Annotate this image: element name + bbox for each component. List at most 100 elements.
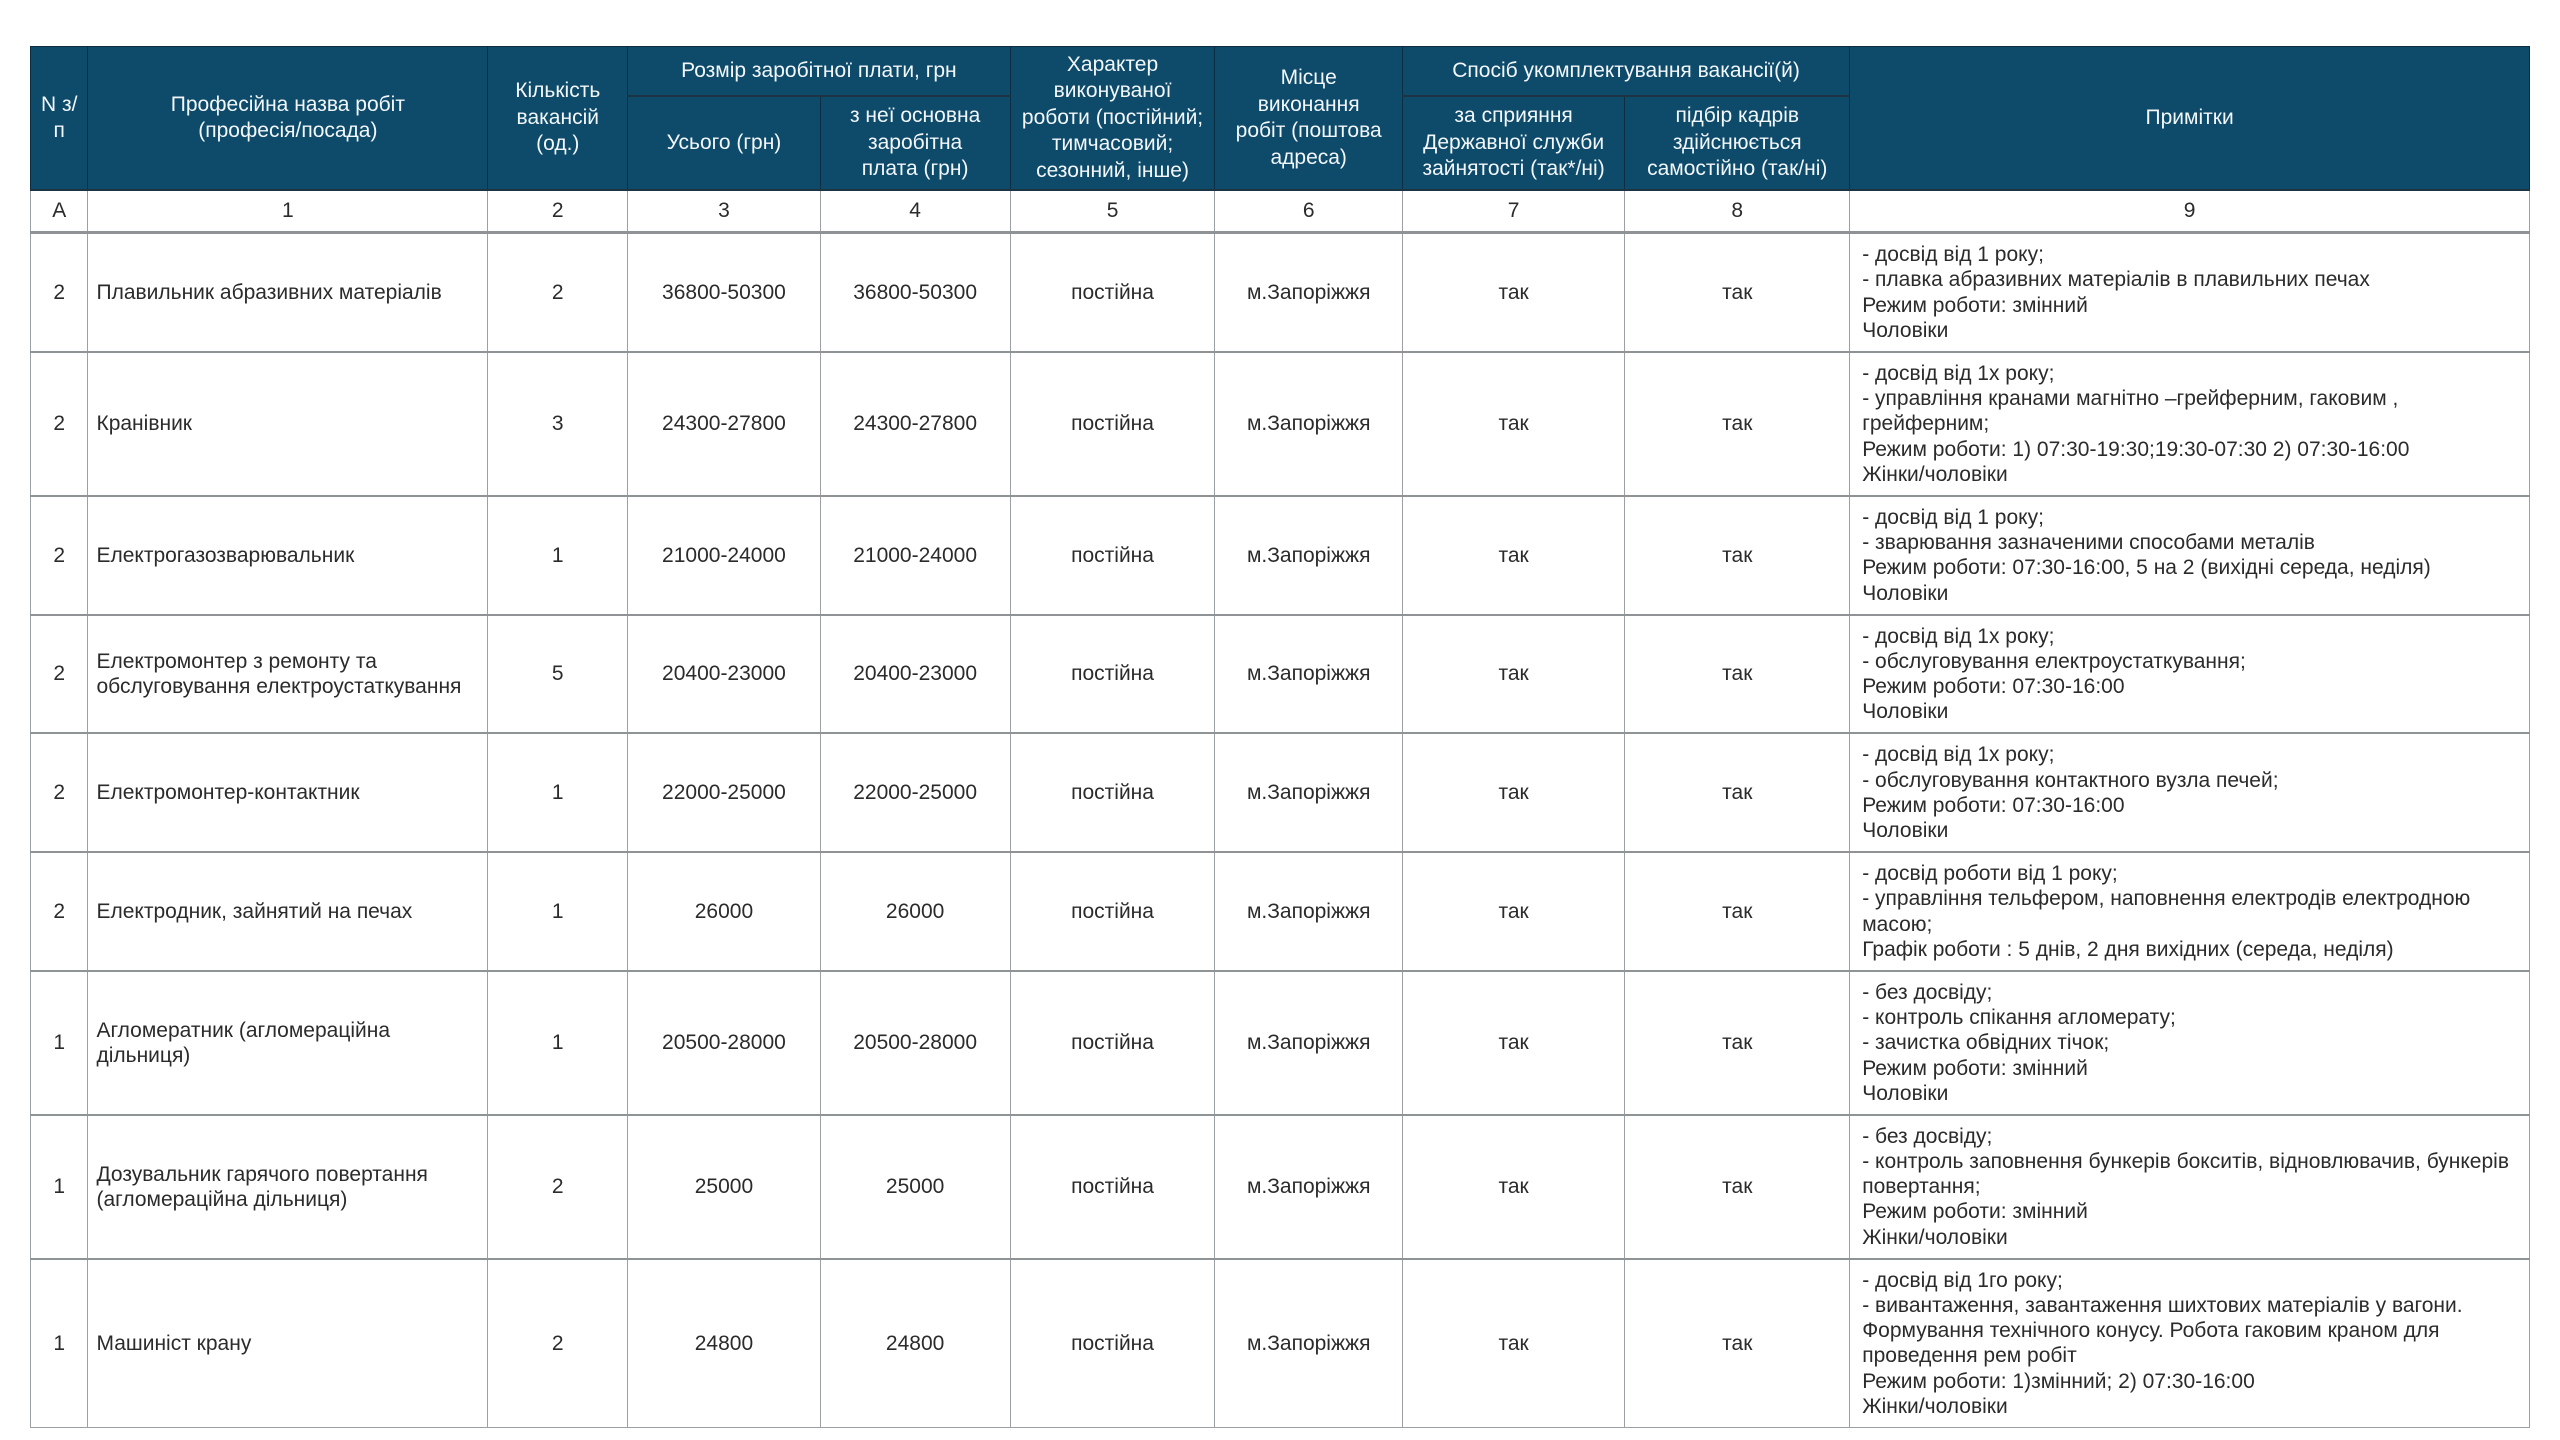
cell-location: м.Запоріжжя: [1214, 494, 1403, 616]
cell-work-type: постійна: [1009, 351, 1216, 497]
cell-work-type: постійна: [1009, 613, 1216, 734]
cell-salary-total: 36800-50300: [627, 231, 821, 353]
cell-vacancies: 1: [487, 494, 629, 616]
cell-self-staffing: так: [1624, 494, 1851, 616]
cell-work-type: постійна: [1009, 1257, 1216, 1428]
cell-salary-total: 25000: [627, 1113, 821, 1260]
cell-location: м.Запоріжжя: [1214, 969, 1403, 1116]
index-cell: А: [29, 189, 89, 235]
cell-salary-total: 22000-25000: [627, 732, 821, 853]
cell-salary-total: 20500-28000: [627, 969, 821, 1116]
cell-notes: - досвід роботи від 1 року; - управління…: [1849, 851, 2530, 972]
cell-work-type: постійна: [1009, 732, 1216, 853]
header-staffing-group: Спосіб укомплектування вакансії(й): [1401, 46, 1851, 97]
cell-work-type: постійна: [1009, 1113, 1216, 1260]
header-notes: Примітки: [1849, 46, 2530, 192]
cell-notes: - досвід від 1х року; - управління крана…: [1849, 351, 2530, 497]
cell-location: м.Запоріжжя: [1214, 231, 1403, 353]
cell-via-service: так: [1401, 351, 1626, 497]
cell-salary-total: 20400-23000: [627, 613, 821, 734]
cell-work-type: постійна: [1009, 969, 1216, 1116]
cell-vacancies: 2: [487, 231, 629, 353]
cell-n: 2: [29, 732, 89, 853]
table-row: 1 Машиніст крану 2 24800 24800 постійна …: [29, 1257, 2530, 1428]
cell-notes: - досвід від 1 року; - плавка абразивних…: [1849, 231, 2530, 353]
cell-n: 2: [29, 494, 89, 616]
header-row-group: N з/п Професійна назва робіт (професія/п…: [29, 46, 2530, 192]
index-cell: 7: [1401, 189, 1626, 235]
cell-location: м.Запоріжжя: [1214, 351, 1403, 497]
cell-salary-total: 21000-24000: [627, 494, 821, 616]
cell-salary-base: 24300-27800: [819, 351, 1011, 497]
cell-self-staffing: так: [1624, 969, 1851, 1116]
cell-vacancies: 2: [487, 1257, 629, 1428]
cell-salary-base: 26000: [819, 851, 1011, 972]
cell-salary-total: 24300-27800: [627, 351, 821, 497]
cell-n: 1: [29, 1257, 89, 1428]
cell-self-staffing: так: [1624, 231, 1851, 353]
table-row: 2 Електрогазозварювальник 1 21000-24000 …: [29, 494, 2530, 616]
header-salary-group: Розмір заробітної плати, грн: [627, 46, 1011, 97]
header-vacancies: Кількість вакансій (од.): [487, 46, 629, 192]
cell-via-service: так: [1401, 732, 1626, 853]
header-location: Місце виконання робіт (поштова адреса): [1214, 46, 1403, 192]
cell-via-service: так: [1401, 1257, 1626, 1428]
cell-location: м.Запоріжжя: [1214, 732, 1403, 853]
cell-profession: Плавильник абразивних матеріалів: [87, 231, 489, 353]
cell-vacancies: 1: [487, 851, 629, 972]
cell-self-staffing: так: [1624, 1113, 1851, 1260]
table-row: 2 Електромонтер-контактник 1 22000-25000…: [29, 732, 2530, 853]
cell-salary-base: 20500-28000: [819, 969, 1011, 1116]
table-header: N з/п Професійна назва робіт (професія/п…: [29, 46, 2530, 235]
column-index-row: А 1 2 3 4 5 6 7 8 9: [29, 189, 2530, 235]
header-salary-total: Усього (грн): [627, 95, 821, 192]
index-cell: 2: [487, 189, 629, 235]
index-cell: 6: [1214, 189, 1403, 235]
header-self-staffing: підбір кадрів здійснюється самостійно (т…: [1624, 95, 1851, 192]
cell-notes: - досвід від 1 року; - зварювання зазнач…: [1849, 494, 2530, 616]
cell-self-staffing: так: [1624, 1257, 1851, 1428]
table-row: 2 Електромонтер з ремонту та обслуговува…: [29, 613, 2530, 734]
table-body: 2 Плавильник абразивних матеріалів 2 368…: [29, 231, 2530, 1428]
cell-profession: Дозувальник гарячого повертання (агломер…: [87, 1113, 489, 1260]
cell-notes: - досвід від 1го року; - вивантаження, з…: [1849, 1257, 2530, 1428]
cell-via-service: так: [1401, 1113, 1626, 1260]
cell-work-type: постійна: [1009, 851, 1216, 972]
cell-via-service: так: [1401, 969, 1626, 1116]
cell-profession: Агломератник (агломераційна дільниця): [87, 969, 489, 1116]
cell-salary-base: 20400-23000: [819, 613, 1011, 734]
cell-n: 2: [29, 231, 89, 353]
table-row: 2 Кранівник 3 24300-27800 24300-27800 по…: [29, 351, 2530, 497]
cell-salary-base: 21000-24000: [819, 494, 1011, 616]
cell-self-staffing: так: [1624, 351, 1851, 497]
cell-notes: - без досвіду; - контроль заповнення бун…: [1849, 1113, 2530, 1260]
cell-profession: Електродник, зайнятий на печах: [87, 851, 489, 972]
cell-salary-total: 24800: [627, 1257, 821, 1428]
cell-profession: Машиніст крану: [87, 1257, 489, 1428]
cell-profession: Електромонтер з ремонту та обслуговуванн…: [87, 613, 489, 734]
header-n: N з/п: [29, 46, 89, 192]
header-work-type: Характер виконуваної роботи (постійний; …: [1009, 46, 1216, 192]
cell-salary-base: 24800: [819, 1257, 1011, 1428]
cell-notes: - досвід від 1х року; - обслуговування е…: [1849, 613, 2530, 734]
cell-via-service: так: [1401, 231, 1626, 353]
cell-n: 1: [29, 1113, 89, 1260]
table-row: 1 Агломератник (агломераційна дільниця) …: [29, 969, 2530, 1116]
index-cell: 5: [1009, 189, 1216, 235]
cell-salary-base: 25000: [819, 1113, 1011, 1260]
cell-salary-base: 22000-25000: [819, 732, 1011, 853]
vacancies-table: N з/п Професійна назва робіт (професія/п…: [29, 46, 2530, 1428]
cell-n: 1: [29, 969, 89, 1116]
table-row: 1 Дозувальник гарячого повертання (аглом…: [29, 1113, 2530, 1260]
cell-profession: Кранівник: [87, 351, 489, 497]
cell-location: м.Запоріжжя: [1214, 613, 1403, 734]
cell-notes: - без досвіду; - контроль спікання аглом…: [1849, 969, 2530, 1116]
cell-n: 2: [29, 613, 89, 734]
header-profession: Професійна назва робіт (професія/посада): [87, 46, 489, 192]
cell-self-staffing: так: [1624, 851, 1851, 972]
cell-location: м.Запоріжжя: [1214, 1257, 1403, 1428]
cell-location: м.Запоріжжя: [1214, 1113, 1403, 1260]
index-cell: 3: [627, 189, 821, 235]
header-via-service: за сприяння Державної служби зайнятості …: [1401, 95, 1626, 192]
